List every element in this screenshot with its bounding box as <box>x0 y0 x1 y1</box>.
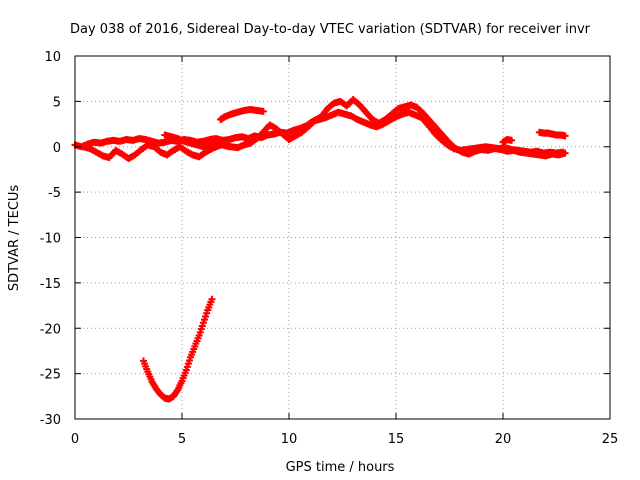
x-tick-label: 25 <box>602 432 619 447</box>
ticks: 0 5 10 15 20 25 -30 -25 -20 -15 -10 -5 0 5 10 <box>40 50 619 447</box>
y-tick-label: 5 <box>53 95 61 110</box>
data-point <box>259 107 267 115</box>
data-point <box>208 295 216 303</box>
x-tick-label: 0 <box>71 432 79 447</box>
series-track-7 <box>139 295 216 403</box>
y-tick-label: -30 <box>40 413 61 428</box>
y-tick-label: -5 <box>48 186 61 201</box>
x-tick-label: 20 <box>495 432 512 447</box>
y-tick-label: -10 <box>40 232 61 247</box>
data-layer <box>71 96 569 403</box>
series-track-3 <box>161 131 233 151</box>
series-track-6 <box>535 128 569 140</box>
series-track-5 <box>499 135 516 146</box>
y-tick-label: -20 <box>40 322 61 337</box>
y-tick-label: 0 <box>53 141 61 156</box>
y-tick-label: -15 <box>40 277 61 292</box>
data-point <box>225 143 233 151</box>
series-track-2 <box>80 96 569 163</box>
chart-title: Day 038 of 2016, Sidereal Day-to-day VTE… <box>70 22 591 37</box>
x-tick-label: 5 <box>178 432 186 447</box>
x-axis-title: GPS time / hours <box>286 460 395 475</box>
x-tick-label: 10 <box>281 432 298 447</box>
y-tick-label: 10 <box>44 50 61 65</box>
y-axis-title: SDTVAR / TECUs <box>7 185 22 292</box>
data-point <box>561 132 569 140</box>
series-track-4 <box>217 106 267 124</box>
x-tick-label: 15 <box>388 432 405 447</box>
data-point <box>508 136 516 144</box>
data-point <box>561 149 569 157</box>
y-tick-label: -25 <box>40 368 61 383</box>
